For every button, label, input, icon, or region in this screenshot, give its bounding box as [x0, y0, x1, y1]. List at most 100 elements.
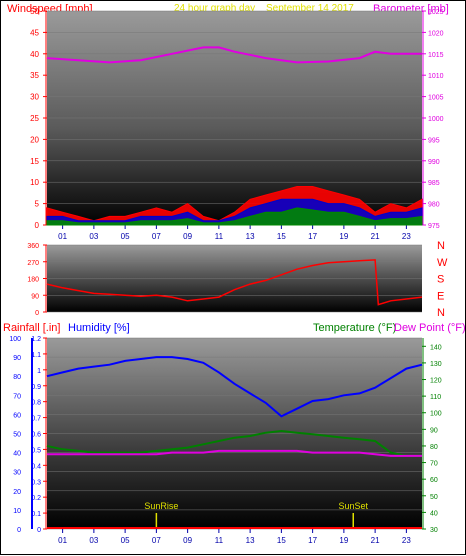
wind-tick-label-5: 25 — [30, 114, 39, 123]
weather-x-label-8: 17 — [308, 536, 317, 545]
temp-tick-label-5: 80 — [430, 444, 438, 451]
wind-x-label-7: 15 — [277, 232, 286, 241]
wind-x-label-0: 01 — [58, 232, 67, 241]
humidity-tick-label-8: 80 — [13, 374, 21, 381]
temp-tick-label-0: 30 — [430, 527, 438, 534]
wind-x-label-8: 17 — [308, 232, 317, 241]
humidity-tick-label-5: 50 — [13, 432, 21, 439]
rain-tick-label-0: 0 — [37, 527, 41, 534]
weather-x-label-11: 23 — [402, 536, 411, 545]
temperature-line — [46, 429, 422, 457]
dir-tick-label-0: 0 — [35, 310, 39, 317]
sun-label-0: SunRise — [144, 501, 178, 511]
wind-tick-label-7: 35 — [30, 71, 39, 80]
graph-date-label: September 14 2017 — [266, 3, 354, 14]
dir-tick-label-4: 360 — [27, 243, 39, 250]
humidity-axis-title: Humidity [%] — [68, 322, 130, 334]
weather-x-label-6: 13 — [246, 536, 255, 545]
wind-x-label-1: 03 — [89, 232, 98, 241]
temperature-axis-title: Temperature (°F) — [313, 322, 396, 334]
weather-x-label-0: 01 — [58, 536, 67, 545]
avg-area — [46, 207, 423, 226]
wind-tick-label-1: 5 — [35, 200, 40, 209]
rain-tick-label-4: 0.4 — [31, 463, 41, 470]
temp-tick-label-4: 70 — [430, 461, 438, 468]
dir-tick-label-3: 270 — [27, 260, 39, 267]
wind-tick-label-4: 20 — [30, 135, 39, 144]
weather-chart: 010203040506070809010000.10.20.30.40.50.… — [9, 336, 441, 545]
wind-x-label-9: 19 — [339, 232, 348, 241]
rain-tick-label-5: 0.5 — [31, 447, 41, 454]
wind-tick-label-6: 30 — [30, 93, 39, 102]
baro-tick-label-5: 1000 — [428, 116, 444, 123]
weather-x-label-5: 11 — [215, 536, 224, 545]
humidity-tick-label-2: 20 — [13, 489, 21, 496]
rain-tick-label-1: 0.1 — [31, 511, 41, 518]
wind-x-label-10: 21 — [371, 232, 380, 241]
rain-tick-label-11: 1.1 — [31, 352, 41, 359]
weather-x-label-2: 05 — [121, 536, 130, 545]
graph-period-label: 24 hour graph day — [174, 3, 255, 14]
wind-x-label-2: 05 — [121, 232, 130, 241]
wind-tick-label-0: 0 — [35, 221, 40, 230]
wind-x-label-11: 23 — [402, 232, 411, 241]
temp-tick-label-6: 90 — [430, 427, 438, 434]
direction-chart: 0 90 180 270 360 — [27, 243, 423, 317]
sun-label-1: SunSet — [338, 501, 368, 511]
baro-tick-label-1: 980 — [428, 202, 440, 209]
humidity-tick-label-4: 40 — [13, 451, 21, 458]
wind-chart: 0510152025303540455097598098599099510001… — [30, 7, 444, 241]
humidity-tick-label-3: 30 — [13, 470, 21, 477]
compass-label-2: S — [437, 274, 444, 286]
weather-x-label-10: 21 — [371, 536, 380, 545]
wind-tick-label-9: 45 — [30, 28, 39, 37]
barometer-line — [46, 46, 422, 64]
baro-tick-label-6: 1005 — [428, 95, 444, 102]
rain-tick-label-12: 1.2 — [31, 336, 41, 343]
rainfall-axis-title: Rainfall [.in] — [3, 322, 60, 334]
dir-tick-label-2: 180 — [27, 277, 39, 284]
weather-x-label-4: 09 — [183, 536, 192, 545]
wind-x-label-6: 13 — [246, 232, 255, 241]
humidity-tick-label-9: 90 — [13, 355, 21, 362]
humidity-line — [46, 356, 423, 418]
rain-tick-label-2: 0.2 — [31, 495, 41, 502]
baro-tick-label-8: 1015 — [428, 52, 444, 59]
wind-tick-label-8: 40 — [30, 50, 39, 59]
weather-x-label-1: 03 — [89, 536, 98, 545]
humidity-tick-label-0: 0 — [17, 527, 21, 534]
baro-tick-label-0: 975 — [428, 223, 440, 230]
compass-label-0: N — [437, 240, 445, 252]
rain-tick-label-9: 0.9 — [31, 384, 41, 391]
wind-x-label-4: 09 — [183, 232, 192, 241]
baro-tick-label-10: 1025 — [428, 9, 444, 16]
wind-tick-label-10: 50 — [30, 7, 39, 16]
baro-tick-label-2: 985 — [428, 180, 440, 187]
temp-tick-label-2: 50 — [430, 494, 438, 501]
compass-label-4: N — [437, 307, 445, 319]
humidity-tick-label-1: 10 — [13, 508, 21, 515]
temp-tick-label-7: 100 — [430, 411, 442, 418]
temp-tick-label-9: 120 — [430, 378, 442, 385]
compass-label-3: E — [437, 290, 444, 302]
temp-tick-label-8: 110 — [430, 394, 441, 401]
baro-tick-label-9: 1020 — [428, 30, 444, 37]
humidity-tick-label-10: 100 — [9, 336, 21, 343]
rain-tick-label-7: 0.7 — [31, 416, 41, 423]
direction-line — [46, 259, 423, 306]
rain-tick-label-6: 0.6 — [31, 432, 41, 439]
weather-x-label-7: 15 — [277, 536, 286, 545]
dewpoint-axis-title: Dew Point (°F) — [394, 322, 466, 334]
temp-tick-label-11: 140 — [430, 344, 442, 351]
rain-tick-label-3: 0.3 — [31, 479, 41, 486]
temp-tick-label-10: 130 — [430, 361, 442, 368]
weather-x-label-9: 19 — [339, 536, 348, 545]
humidity-tick-label-7: 70 — [13, 393, 21, 400]
wind-x-label-3: 07 — [152, 232, 161, 241]
rain-tick-label-10: 1 — [37, 368, 41, 375]
compass-label-1: W — [437, 257, 448, 269]
humidity-tick-label-6: 60 — [13, 412, 21, 419]
dir-tick-label-1: 90 — [31, 293, 39, 300]
